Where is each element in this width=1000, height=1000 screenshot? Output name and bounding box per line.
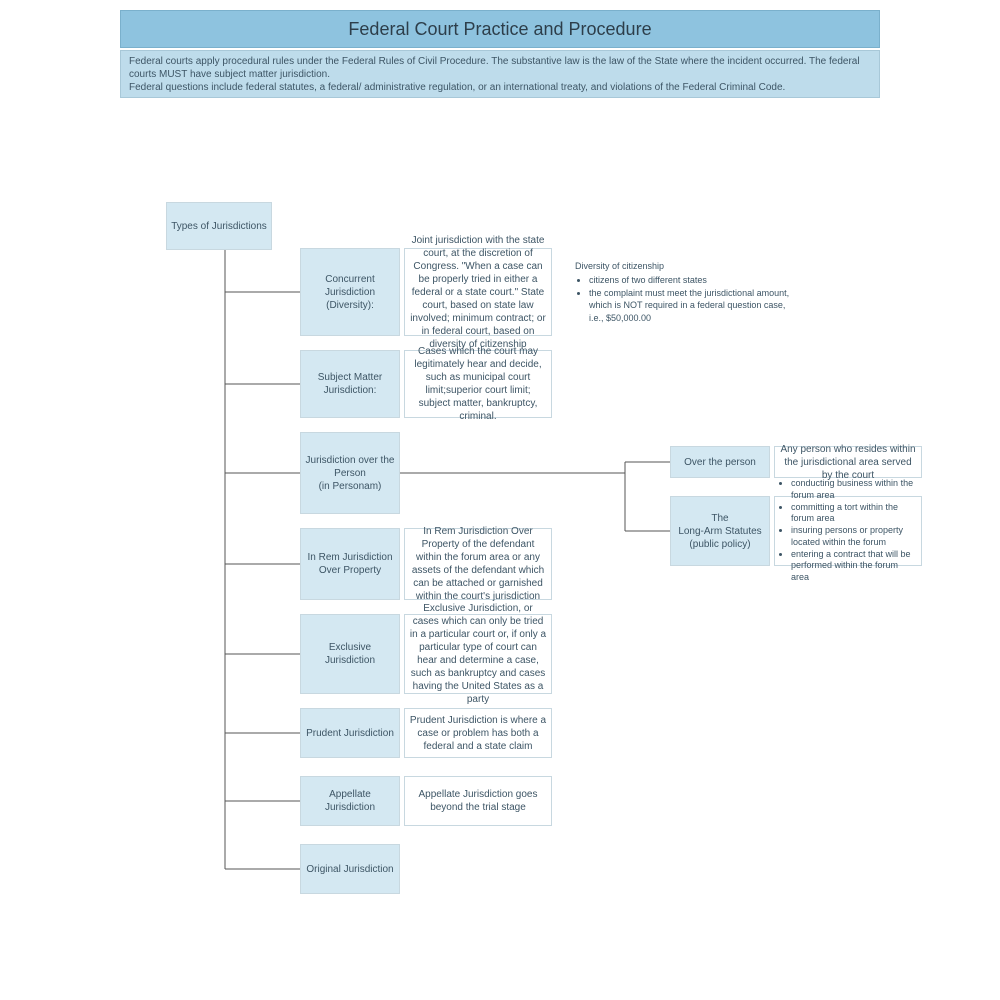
item-label-3: In Rem Jurisdiction Over Property [300,528,400,600]
item-desc-5: Prudent Jurisdiction is where a case or … [404,708,552,758]
item-desc-3: In Rem Jurisdiction Over Property of the… [404,528,552,600]
item-desc-6: Appellate Jurisdiction goes beyond the t… [404,776,552,826]
item-label-2: Jurisdiction over the Person(in Personam… [300,432,400,514]
item-label-0: Concurrent Jurisdiction (Diversity): [300,248,400,336]
item-label-5: Prudent Jurisdiction [300,708,400,758]
item-label-6: Appellate Jurisdiction [300,776,400,826]
root-node: Types of Jurisdictions [166,202,272,250]
item-desc-4: Exclusive Jurisdiction, or cases which c… [404,614,552,694]
item-label-7: Original Jurisdiction [300,844,400,894]
subitem-label-2-1: TheLong-Arm Statutes (public policy) [670,496,770,566]
diversity-note: Diversity of citizenshipcitizens of two … [575,260,795,325]
item-label-1: Subject Matter Jurisdiction: [300,350,400,418]
subitem-desc-2-1: conducting business within the forum are… [774,496,922,566]
page-description: Federal courts apply procedural rules un… [120,50,880,98]
subitem-desc-2-0: Any person who resides within the jurisd… [774,446,922,478]
item-label-4: Exclusive Jurisdiction [300,614,400,694]
subitem-label-2-0: Over the person [670,446,770,478]
item-desc-0: Joint jurisdiction with the state court,… [404,248,552,336]
page-title: Federal Court Practice and Procedure [120,10,880,48]
item-desc-1: Cases which the court may legitimately h… [404,350,552,418]
